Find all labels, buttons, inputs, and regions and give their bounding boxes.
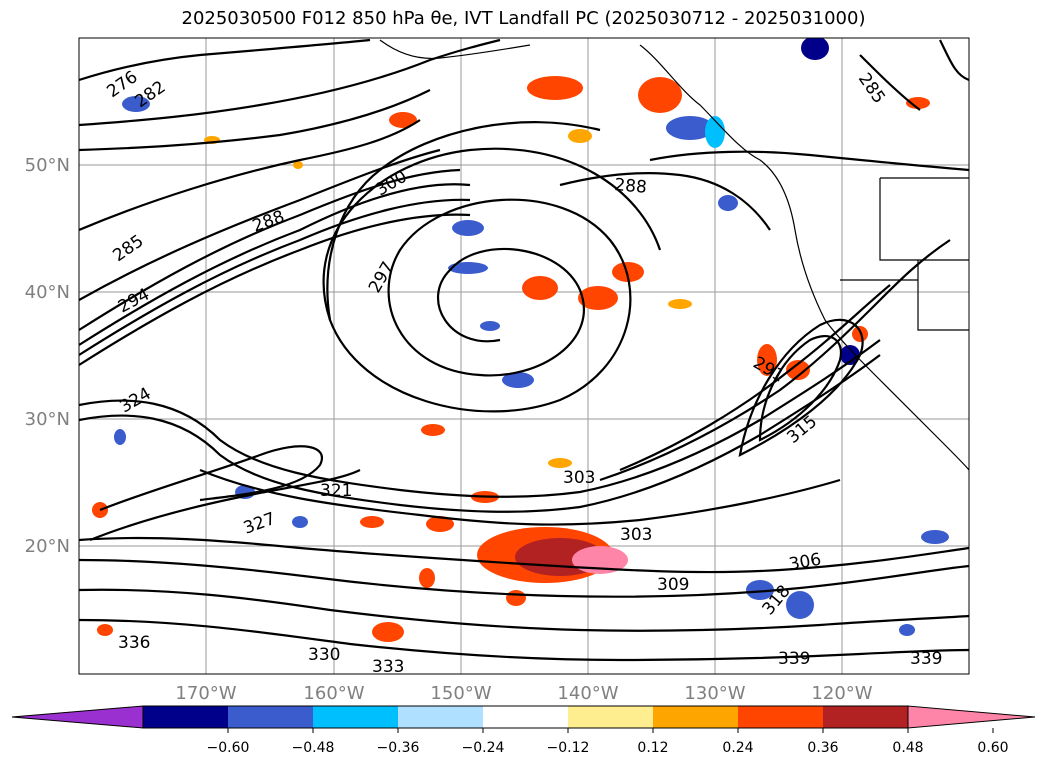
colorbar-tick-label: −0.24 — [462, 740, 505, 756]
map-border — [78, 37, 970, 675]
pc-blob — [786, 591, 814, 619]
pc-blob — [666, 116, 714, 140]
pc-blob — [360, 516, 384, 528]
colorbar-tick-label: −0.12 — [547, 740, 590, 756]
colorbar-tick-label: 0.48 — [892, 740, 923, 756]
pc-blob — [448, 262, 488, 274]
pc-blob — [746, 580, 774, 600]
pc-blob — [921, 530, 949, 544]
pc-blob — [421, 424, 445, 436]
colorbar-segment — [738, 706, 823, 728]
ivt-pc-fill — [92, 38, 949, 642]
pc-blob — [840, 345, 860, 365]
lon-label: 150°W — [430, 683, 491, 704]
colorbar-segment — [143, 706, 228, 728]
pc-blob — [786, 360, 810, 380]
theta-e-contours — [79, 38, 969, 662]
pc-blob — [292, 516, 308, 528]
colorbar-tick-label: −0.36 — [377, 740, 420, 756]
map-content: 276 282 285 285 288 288 291 294 297 300 … — [79, 38, 969, 677]
contour-label: 303 — [563, 468, 595, 488]
contour-label: 309 — [657, 575, 689, 595]
pc-blob — [122, 96, 150, 112]
colorbar-segment — [228, 706, 313, 728]
lon-label: 140°W — [557, 683, 618, 704]
pc-blob — [568, 129, 592, 143]
latitude-labels: 50°N 40°N 30°N 20°N — [25, 155, 70, 557]
pc-blob — [718, 195, 738, 211]
contour-label: 339 — [910, 649, 942, 669]
pc-blob — [757, 344, 777, 376]
colorbar-tick-label: −0.48 — [292, 740, 335, 756]
lat-label: 40°N — [25, 282, 70, 303]
pc-blob — [114, 429, 126, 445]
contour-label: 321 — [320, 481, 352, 501]
colorbar-segment — [398, 706, 483, 728]
pc-blob — [389, 112, 417, 128]
pc-blob — [578, 286, 618, 310]
pc-blob — [638, 77, 682, 113]
pc-blob — [480, 321, 500, 331]
pc-blob — [705, 116, 725, 148]
pc-blob — [452, 220, 484, 236]
lat-label: 20°N — [25, 536, 70, 557]
pc-blob — [852, 326, 868, 342]
colorbar-tick-label: −0.60 — [207, 740, 250, 756]
pc-blob — [502, 372, 534, 388]
pc-blob — [293, 161, 303, 169]
colorbar-tick-label: 0.60 — [977, 740, 1008, 756]
colorbar-tick-label: 0.36 — [807, 740, 838, 756]
pc-blob — [612, 262, 644, 282]
colorbar-segment — [483, 706, 568, 728]
lat-label: 50°N — [25, 155, 70, 176]
colorbar-segment — [823, 706, 908, 728]
pc-blob — [97, 624, 113, 636]
colorbar-tick-label: 0.24 — [722, 740, 753, 756]
pc-blob — [906, 97, 930, 109]
contour-label: 288 — [614, 175, 648, 198]
pc-blob — [801, 38, 829, 60]
longitude-labels: 170°W 160°W 150°W 140°W 130°W 120°W — [175, 683, 872, 704]
colorbar-segment — [653, 706, 738, 728]
chart-title: 2025030500 F012 850 hPa θe, IVT Landfall… — [181, 8, 866, 29]
coastlines — [379, 39, 969, 471]
pc-blob — [522, 276, 558, 300]
lat-label: 30°N — [25, 409, 70, 430]
pc-blob — [548, 458, 572, 468]
lon-label: 170°W — [175, 683, 236, 704]
colorbar-segment — [313, 706, 398, 728]
pc-blob — [372, 622, 404, 642]
colorbar-extend-high — [907, 705, 1036, 729]
contour-label: 336 — [118, 633, 150, 653]
contour-label: 330 — [308, 645, 340, 665]
pc-blob — [527, 76, 583, 100]
lon-label: 160°W — [303, 683, 364, 704]
colorbar-tick-label: 0.12 — [637, 740, 668, 756]
pc-blob — [426, 516, 454, 532]
pc-blob — [668, 299, 692, 309]
contour-label: 303 — [620, 525, 652, 545]
contour-label: 333 — [372, 657, 404, 677]
contour-label: 339 — [778, 649, 810, 669]
lon-label: 130°W — [684, 683, 745, 704]
pc-blob — [419, 568, 435, 588]
colorbar: −0.60 −0.48 −0.36 −0.24 −0.12 0.12 0.24 0.36 0.4… — [11, 705, 1036, 756]
pc-blob — [899, 624, 915, 636]
colorbar-outline — [142, 705, 909, 729]
colorbar-extend-low — [11, 705, 144, 729]
lon-label: 120°W — [811, 683, 872, 704]
pc-blob — [506, 590, 526, 606]
colorbar-segment — [568, 706, 653, 728]
